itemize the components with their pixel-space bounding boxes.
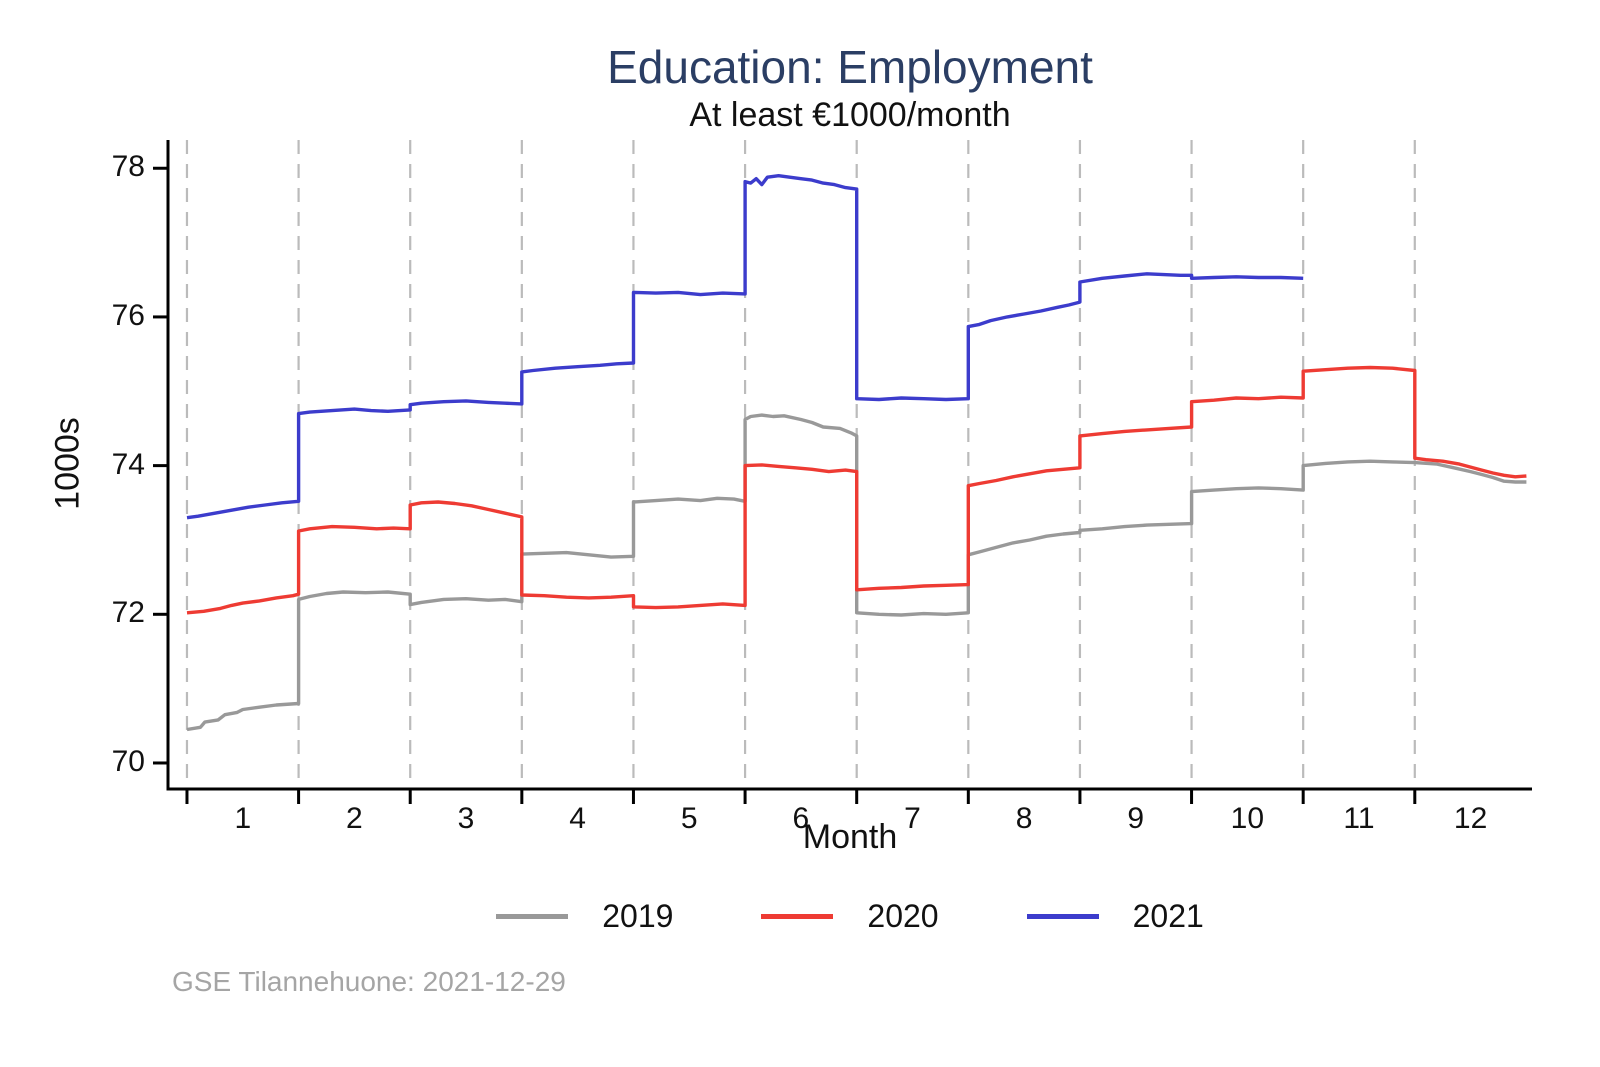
x-tick-label: 8 — [1015, 802, 1033, 835]
x-tick-label: 6 — [792, 802, 810, 835]
legend: 2019 2020 2021 — [168, 898, 1532, 935]
x-tick-label: 9 — [1127, 802, 1145, 835]
y-tick-label: 78 — [111, 150, 145, 184]
legend-item-2021: 2021 — [1026, 898, 1204, 935]
series-line-2019 — [186, 413, 1527, 732]
x-tick-label: 1 — [234, 802, 252, 835]
source-note: GSE Tilannehuone: 2021-12-29 — [172, 966, 566, 997]
series-line-2021 — [186, 173, 1304, 520]
x-tick-label: 2 — [346, 802, 363, 835]
legend-swatch-2019 — [496, 914, 569, 919]
chart-subtitle: At least €1000/month — [689, 96, 1011, 134]
x-tick-label: 5 — [680, 802, 698, 835]
x-tick-label: 11 — [1343, 802, 1375, 835]
legend-swatch-2020 — [761, 914, 834, 919]
legend-label-2020: 2020 — [867, 898, 939, 934]
x-tick-label: 7 — [904, 802, 921, 835]
y-tick-label: 74 — [111, 447, 145, 481]
x-tick-label: 3 — [457, 802, 475, 835]
legend-item-2020: 2020 — [761, 898, 939, 935]
legend-swatch-2021 — [1026, 914, 1099, 919]
chart-title: Education: Employment — [607, 41, 1093, 93]
y-tick-label: 72 — [111, 596, 145, 630]
legend-item-2019: 2019 — [496, 898, 673, 935]
y-tick-label: 70 — [111, 744, 145, 778]
x-tick-label: 12 — [1453, 802, 1488, 835]
y-tick-label: 76 — [111, 298, 145, 332]
x-tick-label: 10 — [1230, 802, 1265, 835]
x-axis-title: Month — [802, 818, 898, 856]
legend-label-2021: 2021 — [1132, 898, 1204, 934]
legend-label-2019: 2019 — [602, 898, 674, 934]
series-line-2020 — [186, 365, 1527, 615]
x-tick-label: 4 — [569, 802, 586, 835]
